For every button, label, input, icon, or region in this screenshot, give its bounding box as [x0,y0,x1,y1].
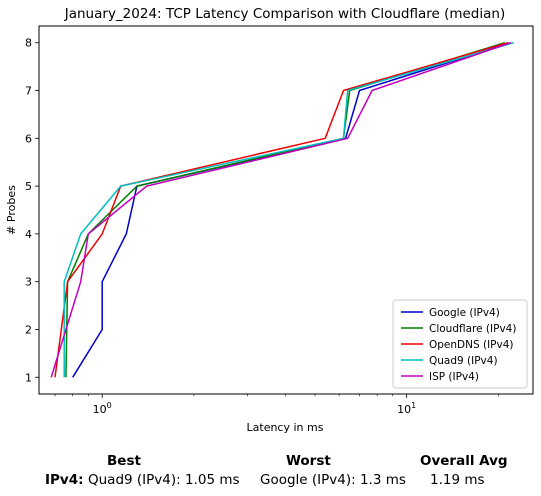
x-axis-label: Latency in ms [247,421,324,434]
y-axis-label: # Probes [5,185,18,235]
summary-stats: Best Worst Overall Avg IPv4: Quad9 (IPv4… [0,448,541,496]
y-tick-label-5: 5 [25,180,32,193]
legend-label-3: Quad9 (IPv4) [429,355,498,367]
chart-title: January_2024: TCP Latency Comparison wit… [64,6,505,22]
ipv4-row-label: IPv4: [45,472,84,488]
best-header: Best [107,453,141,469]
legend-box [392,299,528,389]
y-axis: 1 2 3 4 5 6 7 8 [25,37,39,384]
latency-chart: January_2024: TCP Latency Comparison wit… [5,6,534,434]
y-tick-label-8: 8 [25,37,32,50]
legend: Google (IPv4) Cloudflare (IPv4) OpenDNS (I… [392,299,528,389]
y-tick-label-6: 6 [25,132,32,145]
worst-header: Worst [286,453,331,469]
legend-label-4: ISP (IPv4) [429,371,479,383]
legend-label-1: Cloudflare (IPv4) [429,323,516,335]
y-tick-label-4: 4 [25,228,32,241]
overall-avg-header: Overall Avg [420,453,508,469]
best-value: Quad9 (IPv4): 1.05 ms [88,472,240,488]
x-axis: 100 101 [54,394,499,416]
plot-frame [38,25,534,395]
x-tick-label-0: 100 [93,401,112,416]
overall-avg-value: 1.19 ms [430,472,485,488]
series-line-4 [50,41,512,378]
series-line-0 [72,41,512,378]
y-tick-label-2: 2 [25,323,32,336]
y-tick-label-1: 1 [25,371,32,384]
legend-label-0: Google (IPv4) [429,307,500,319]
y-tick-label-3: 3 [25,276,32,289]
worst-value: Google (IPv4): 1.3 ms [260,472,406,488]
series-line-3 [63,41,515,378]
legend-label-2: OpenDNS (IPv4) [429,339,514,351]
plot-area [50,41,515,378]
x-tick-label-1: 101 [397,401,416,416]
y-tick-label-7: 7 [25,85,32,98]
